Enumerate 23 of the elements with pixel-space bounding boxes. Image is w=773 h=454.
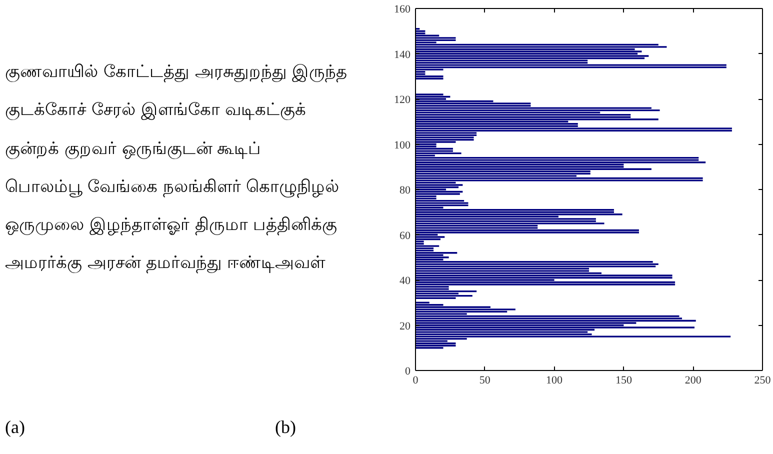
text: அமரர்க்கு அரசன் தமர்வந்து ஈண்டிஅவள் (5, 252, 326, 276)
text: குன்றக் குறவர் ஒருங்குடன் கூடிப் (5, 138, 262, 161)
text: குடக்கோச் சேரல் இளங்கோ வடிகட்குக் (5, 99, 308, 122)
y-tick-label: 80 (400, 184, 411, 196)
x-tick-label: 50 (479, 374, 491, 386)
x-tick-label: 0 (412, 374, 419, 386)
text: ஒருமுலை இழந்தாள்ஓர் திருமா பத்தினிக்கு (5, 214, 338, 238)
y-tick-label: 60 (400, 230, 411, 242)
y-tick-label: 0 (405, 366, 411, 378)
x-tick-label: 150 (615, 374, 632, 386)
x-tick-label: 100 (546, 374, 564, 386)
text: (b) (275, 416, 296, 439)
y-tick-label: 140 (394, 48, 411, 61)
y-tick-label: 40 (400, 275, 411, 287)
y-tick-label: 160 (394, 4, 411, 16)
y-tick-label: 100 (394, 139, 411, 152)
text: (a) (5, 416, 25, 439)
text: குணவாயில் கோட்டத்து அரசுதுறந்து இருந்த (5, 61, 348, 84)
text: பொலம்பூ வேங்கை நலங்கிளர் கொழுநிழல் (5, 176, 340, 200)
x-tick-label: 250 (754, 374, 772, 386)
y-tick-label: 120 (394, 94, 411, 106)
x-tick-label: 200 (684, 374, 702, 386)
y-tick-label: 20 (400, 320, 411, 332)
